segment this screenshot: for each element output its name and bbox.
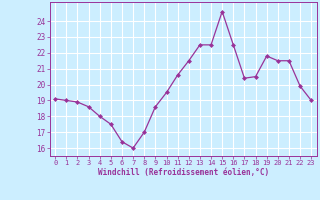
X-axis label: Windchill (Refroidissement éolien,°C): Windchill (Refroidissement éolien,°C) [98,168,269,177]
